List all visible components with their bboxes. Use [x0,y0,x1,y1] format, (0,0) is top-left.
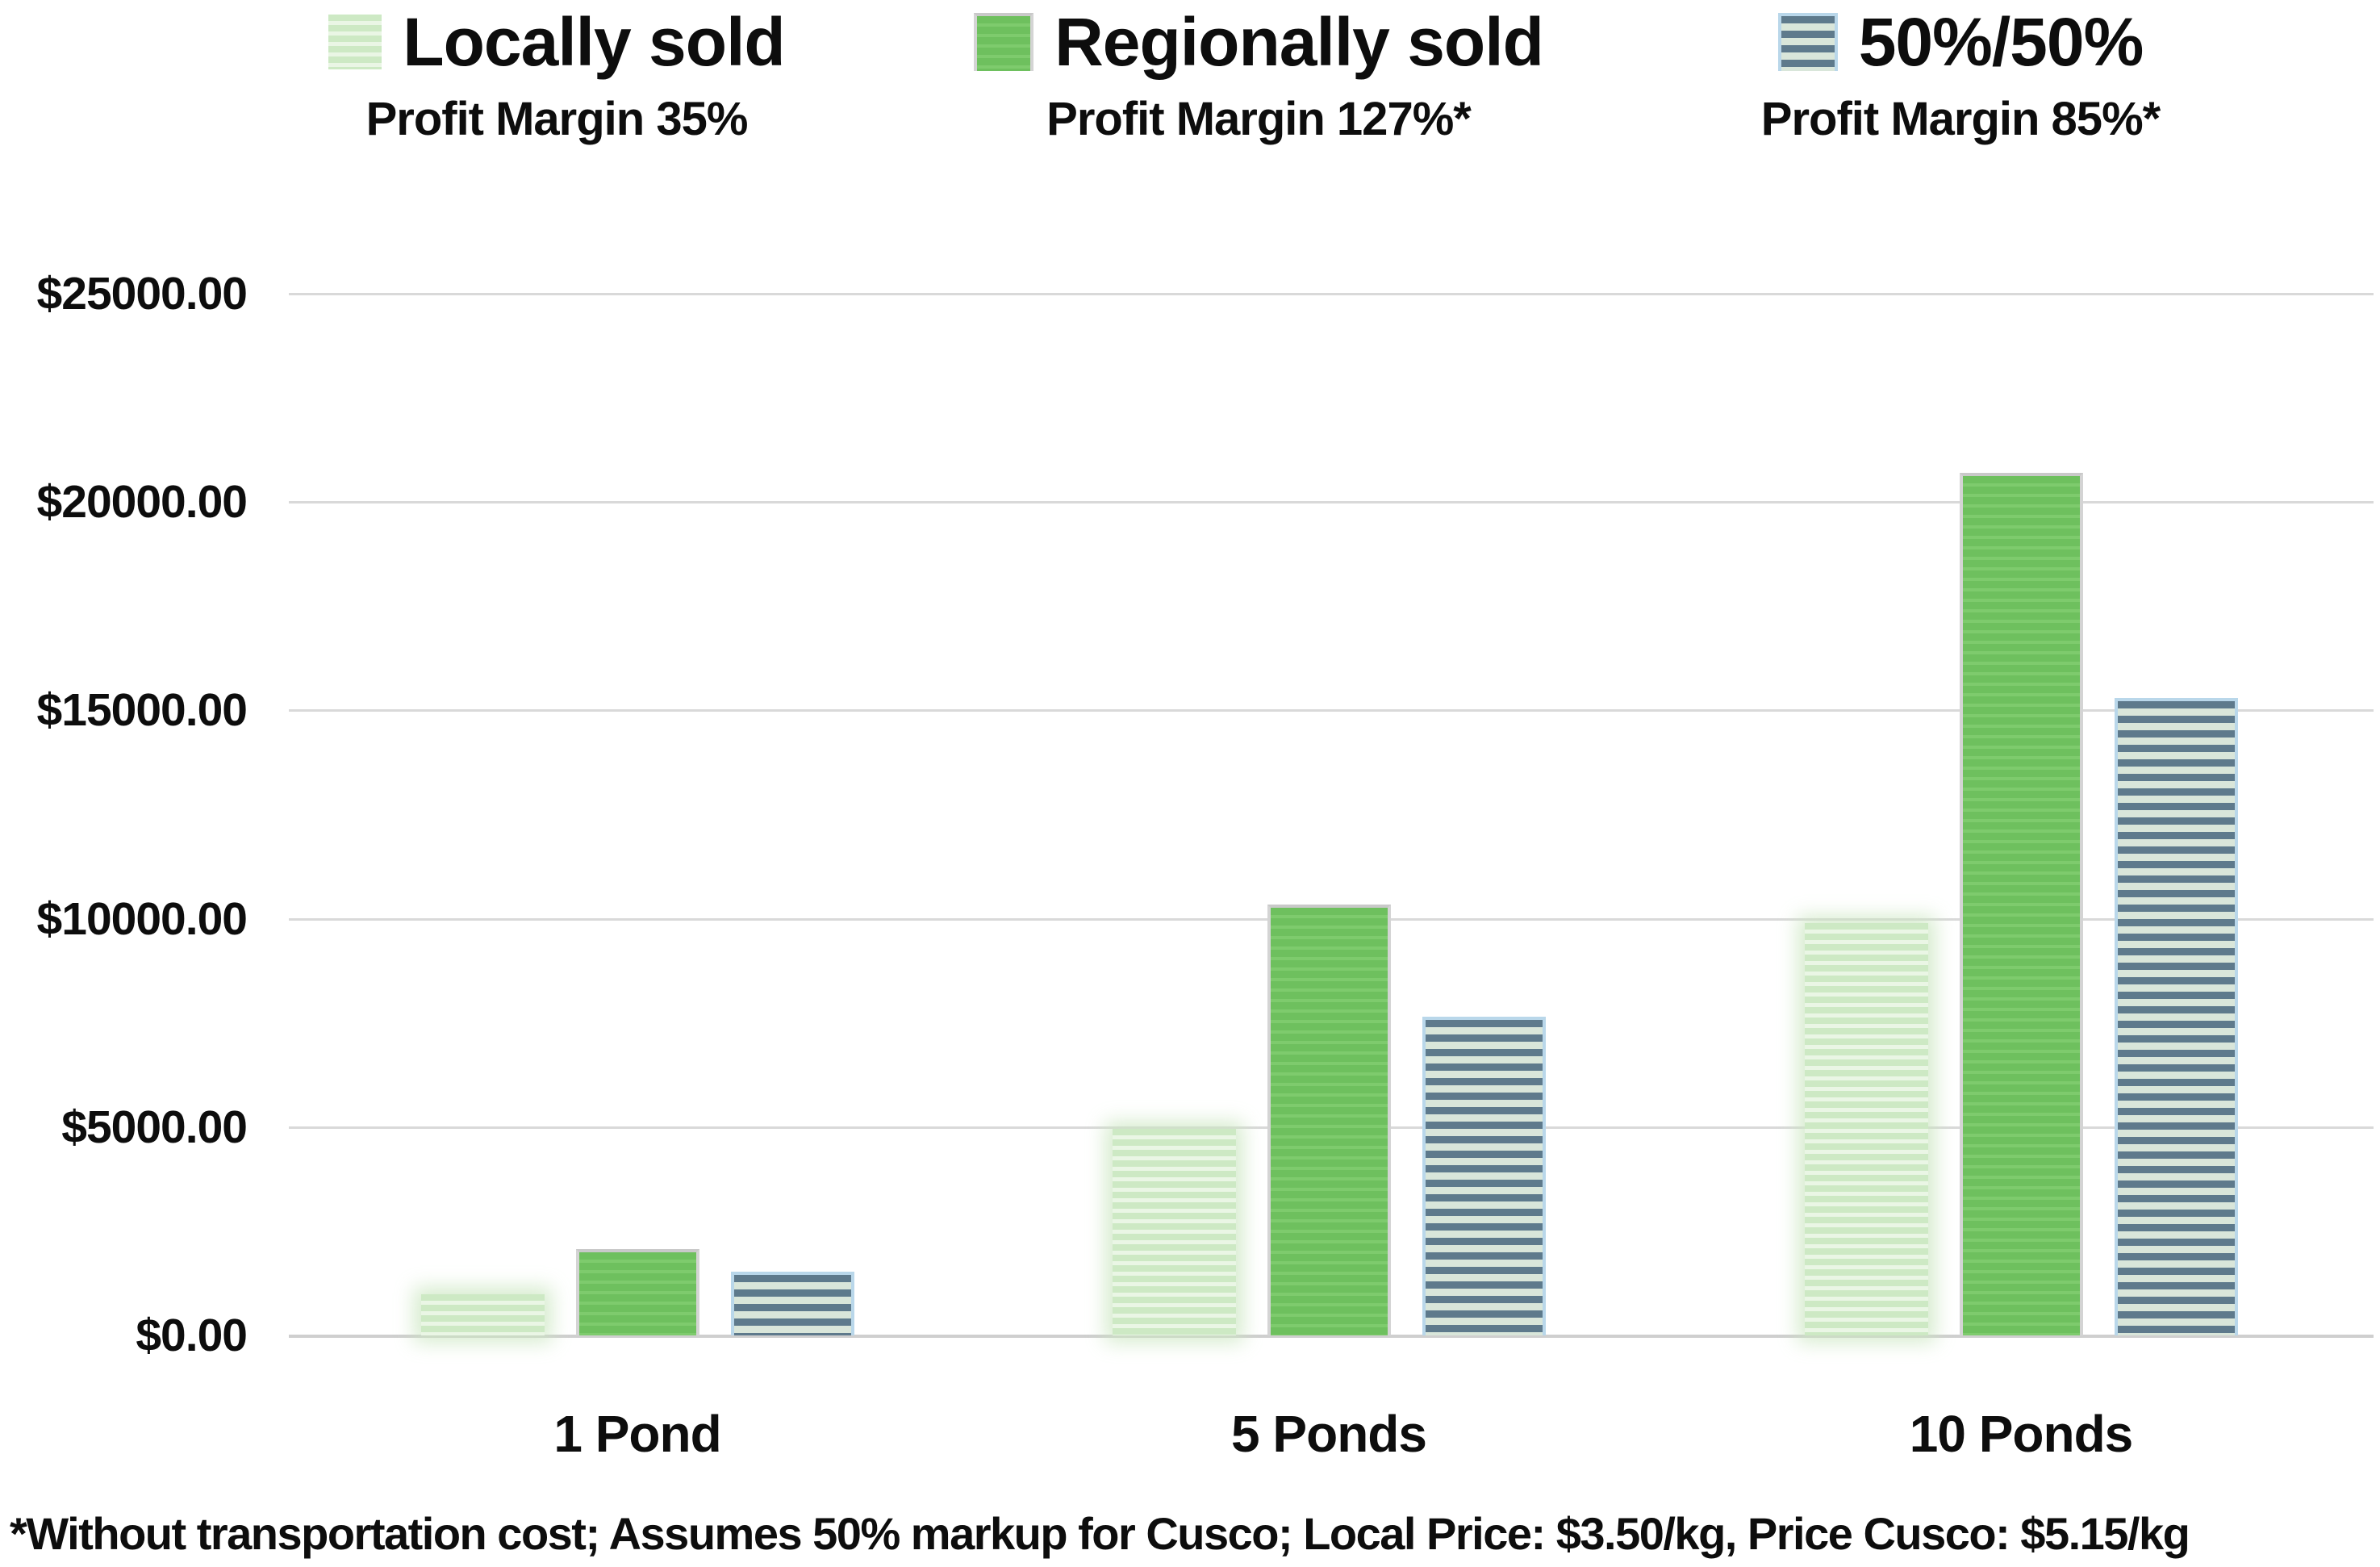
y-axis-tick-label: $10000.00 [36,893,248,945]
y-axis-tick-label: $0.00 [136,1310,248,1361]
gridline [289,501,2374,504]
legend-label-fifty: 50%/50% [1858,4,2144,80]
legend-item-regional: Regionally sold Profit Margin 127%* [904,5,1614,146]
chart-footnote: *Without transportation cost; Assumes 50… [10,1508,2190,1559]
bar-fifty-10-ponds [2115,698,2238,1335]
bar-local-10-ponds [1805,923,1928,1335]
bar-fifty-5-ponds [1422,1017,1546,1335]
gridline [289,293,2374,295]
bar-local-1-pond [421,1294,545,1335]
legend-item-local: Locally sold Profit Margin 35% [226,5,887,146]
legend-swatch-regional-icon [974,13,1034,72]
legend-subtitle-fifty: Profit Margin 85%* [1760,93,2161,146]
bar-fifty-1-pond [731,1272,854,1335]
bar-regional-1-pond [576,1249,699,1335]
bar-regional-10-ponds [1960,473,2083,1335]
legend-row: Locally sold [328,4,786,80]
y-axis-tick-label: $20000.00 [36,476,248,528]
legend-label-regional: Regionally sold [1054,4,1544,80]
x-axis-baseline [289,1335,2374,1338]
legend-row: 50%/50% [1777,4,2144,80]
gridline [289,709,2374,712]
legend-subtitle-regional: Profit Margin 127%* [1046,93,1472,146]
x-axis-category-label: 5 Ponds [1231,1405,1427,1463]
y-axis-tick-label: $25000.00 [36,268,248,320]
x-axis-category-label: 10 Ponds [1909,1405,2134,1463]
legend-swatch-local-icon [328,15,382,70]
y-axis-tick-label: $15000.00 [36,684,248,736]
y-axis-tick-label: $5000.00 [61,1101,248,1153]
legend-item-fifty: 50%/50% Profit Margin 85%* [1670,5,2251,146]
legend-row: Regionally sold [974,4,1544,80]
bar-regional-5-ponds [1267,905,1391,1335]
x-axis-category-label: 1 Pond [553,1405,721,1463]
legend-label-local: Locally sold [403,4,785,80]
legend-swatch-fifty-icon [1777,13,1838,72]
bar-local-5-ponds [1113,1129,1236,1335]
legend-subtitle-local: Profit Margin 35% [365,93,749,146]
